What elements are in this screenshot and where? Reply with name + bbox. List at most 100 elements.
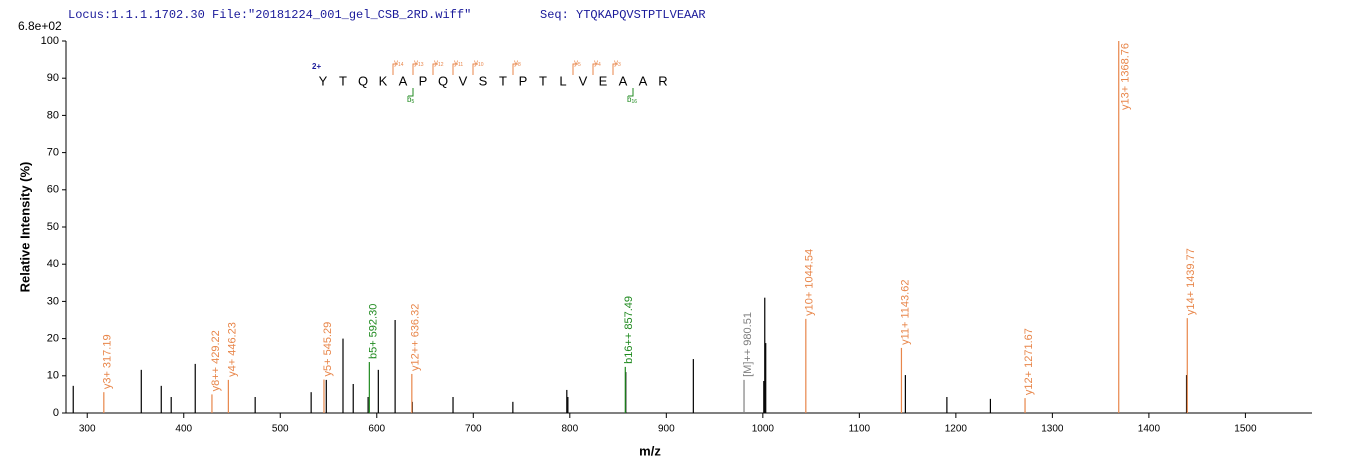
x-tick-label: 1500 xyxy=(1234,424,1257,435)
y-tick-label: 90 xyxy=(47,72,59,84)
x-tick-label: 800 xyxy=(561,424,578,435)
y-tick-label: 40 xyxy=(47,258,59,270)
y-ion-number: 14 xyxy=(398,62,404,68)
residue: Q xyxy=(358,73,368,88)
y-ion-number: 11 xyxy=(458,62,463,68)
residue: T xyxy=(339,73,347,88)
y-ion-number: 4 xyxy=(598,62,601,68)
residue: Q xyxy=(438,73,448,88)
x-tick-label: 1000 xyxy=(752,424,775,435)
peak-label: y11+ 1143.62 xyxy=(899,280,911,345)
y-tick-label: 70 xyxy=(47,147,59,159)
y-ion: y11 xyxy=(454,58,463,68)
y-ion-letter: y xyxy=(434,58,438,67)
peak-label: [M]++ 980.51 xyxy=(742,312,754,377)
peak-label: b5+ 592.30 xyxy=(367,304,379,359)
y-break xyxy=(612,63,618,75)
y-ion-letter: y xyxy=(394,58,398,67)
residue: V xyxy=(459,73,468,88)
residue: A xyxy=(619,73,628,88)
x-tick-label: 1200 xyxy=(945,424,968,435)
residue: P xyxy=(419,73,428,88)
residue: L xyxy=(559,73,566,88)
x-tick-label: 600 xyxy=(368,424,385,435)
x-tick-label: 700 xyxy=(465,424,482,435)
y-break xyxy=(592,63,598,75)
y-ion-number: 8 xyxy=(518,62,521,68)
y-tick-label: 100 xyxy=(41,35,59,47)
peak-label: y12+ 1271.67 xyxy=(1023,328,1035,395)
y-break xyxy=(452,63,458,75)
x-tick-label: 300 xyxy=(79,424,96,435)
y-ion-letter: y xyxy=(514,58,518,67)
y-ion: y5 xyxy=(574,58,581,68)
y-ion-letter: y xyxy=(474,58,478,67)
x-tick-label: 400 xyxy=(175,424,192,435)
peak-label: y5+ 545.29 xyxy=(322,322,334,377)
y-tick-label: 50 xyxy=(47,221,59,233)
y-tick-label: 20 xyxy=(47,333,59,345)
y-break xyxy=(392,63,398,75)
peak-label: y13+ 1368.76 xyxy=(1120,43,1132,110)
y-ion-letter: y xyxy=(414,58,418,67)
y-ion: y8 xyxy=(514,58,521,68)
residue: E xyxy=(599,73,608,88)
residue: R xyxy=(658,73,667,88)
residue: A xyxy=(639,73,648,88)
y-ion-number: 13 xyxy=(418,62,424,68)
y-ion: y14 xyxy=(394,58,404,68)
residue: T xyxy=(499,73,507,88)
y-axis-label: Relative Intensity (%) xyxy=(17,162,32,293)
b-ion-number: 16 xyxy=(631,99,637,105)
y-ion-letter: y xyxy=(594,58,598,67)
y-ion: y3 xyxy=(614,58,621,68)
x-tick-label: 1100 xyxy=(849,424,871,435)
y-tick-label: 10 xyxy=(47,370,59,382)
y-ion-number: 5 xyxy=(578,62,581,68)
x-tick-label: 1300 xyxy=(1041,424,1064,435)
y-ion-letter: y xyxy=(454,58,458,67)
b-break xyxy=(628,88,634,97)
b-ion-number: 5 xyxy=(411,99,414,105)
x-tick-label: 500 xyxy=(272,424,289,435)
residue: K xyxy=(379,73,388,88)
b-break xyxy=(408,88,414,97)
y-break xyxy=(512,63,518,75)
y-ion-letter: y xyxy=(574,58,578,67)
y-ion: y12 xyxy=(434,58,444,68)
residue: Y xyxy=(319,73,328,88)
y-break xyxy=(572,63,578,75)
y-ion-number: 12 xyxy=(438,62,444,68)
peak-label: y10+ 1044.54 xyxy=(804,249,816,316)
residue: T xyxy=(539,73,547,88)
y-tick-label: 80 xyxy=(47,109,59,121)
x-tick-label: 1400 xyxy=(1138,424,1161,435)
peak-label: y14+ 1439.77 xyxy=(1185,248,1197,315)
y-break xyxy=(472,63,478,75)
b-ion-letter: b xyxy=(627,95,632,104)
y-ion: y13 xyxy=(414,58,424,68)
y-break xyxy=(412,63,418,75)
y-tick-label: 0 xyxy=(53,407,59,419)
y-top-label: 6.8e+02 xyxy=(18,19,62,33)
y-ion-number: 3 xyxy=(618,62,621,68)
locus: Locus:1.1.1.1702.30 File:"20181224_001_g… xyxy=(68,8,471,22)
y-ion: y4 xyxy=(594,58,601,68)
y-ion: y10 xyxy=(474,58,484,68)
residue: S xyxy=(479,73,488,88)
peak-label: y12++ 636.32 xyxy=(410,304,422,371)
b-ion: b5 xyxy=(407,95,414,105)
y-ion-number: 10 xyxy=(478,62,484,68)
peak-label: y3+ 317.19 xyxy=(102,334,114,389)
x-tick-label: 900 xyxy=(658,424,675,435)
y-ion-letter: y xyxy=(614,58,618,67)
y-break xyxy=(432,63,438,75)
residue: A xyxy=(399,73,408,88)
residue: P xyxy=(519,73,528,88)
charge: 2+ xyxy=(312,62,321,71)
y-tick-label: 30 xyxy=(47,295,59,307)
peak-label: b16++ 857.49 xyxy=(623,296,635,364)
x-axis-label: m/z xyxy=(639,443,661,458)
sequence-header: Seq: YTQKAPQVSTPTLVEAAR xyxy=(540,8,706,22)
peak-label: y4+ 446.23 xyxy=(226,322,238,377)
